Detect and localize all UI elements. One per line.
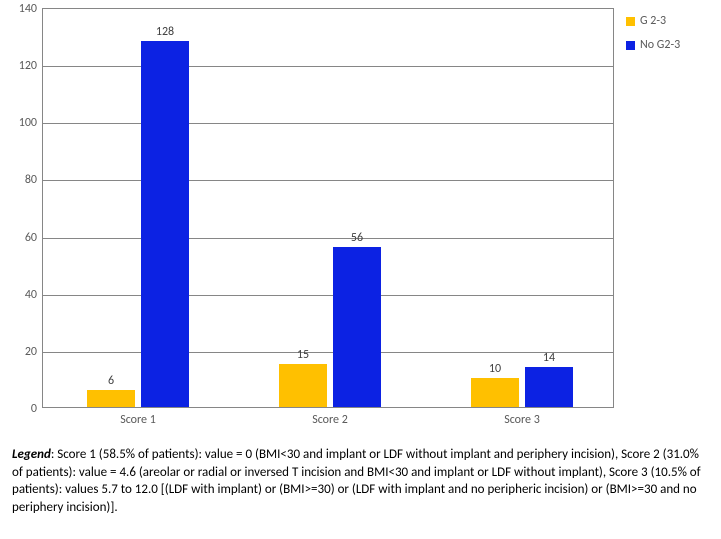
gridline — [43, 295, 613, 296]
gridline — [43, 180, 613, 181]
y-tick-label: 20 — [25, 345, 43, 359]
gridline — [43, 352, 613, 353]
bar-value-label: 6 — [108, 374, 114, 390]
y-tick-label: 140 — [19, 2, 43, 16]
x-tick-label: Score 1 — [120, 407, 156, 427]
bar-value-label: 14 — [543, 351, 555, 367]
bar-value-label: 128 — [156, 25, 174, 41]
bar-value-label: 15 — [297, 348, 309, 364]
y-tick-label: 60 — [25, 231, 43, 245]
y-tick-label: 40 — [25, 288, 43, 302]
y-tick-label: 100 — [19, 116, 43, 130]
legend-item: G 2-3 — [626, 14, 680, 28]
legend-item: No G2-3 — [626, 38, 680, 52]
x-tick-label: Score 2 — [312, 407, 348, 427]
bar: 10 — [471, 378, 519, 407]
legend-swatch — [626, 17, 635, 26]
legend-label: No G2-3 — [640, 38, 680, 52]
gridline — [43, 238, 613, 239]
x-tick-label: Score 3 — [504, 407, 540, 427]
chart-legend: G 2-3 No G2-3 — [626, 14, 680, 62]
bar: 14 — [525, 367, 573, 407]
chart-plot-area: 0204060801001201406128Score 11556Score 2… — [42, 8, 614, 408]
figure-container: 0204060801001201406128Score 11556Score 2… — [0, 0, 721, 539]
gridline — [43, 66, 613, 67]
caption-lead: Legend — [12, 447, 51, 462]
bar-value-label: 56 — [351, 231, 363, 247]
gridline — [43, 123, 613, 124]
y-tick-label: 0 — [31, 402, 43, 416]
y-tick-label: 80 — [25, 173, 43, 187]
y-tick-label: 120 — [19, 59, 43, 73]
bar: 128 — [141, 41, 189, 407]
bar: 15 — [279, 364, 327, 407]
bar: 6 — [87, 390, 135, 407]
figure-caption: Legend: Score 1 (58.5% of patients): val… — [12, 446, 709, 516]
legend-swatch — [626, 41, 635, 50]
bar-value-label: 10 — [489, 362, 501, 378]
bar: 56 — [333, 247, 381, 407]
caption-text: : Score 1 (58.5% of patients): value = 0… — [12, 447, 701, 515]
legend-label: G 2-3 — [640, 14, 666, 28]
